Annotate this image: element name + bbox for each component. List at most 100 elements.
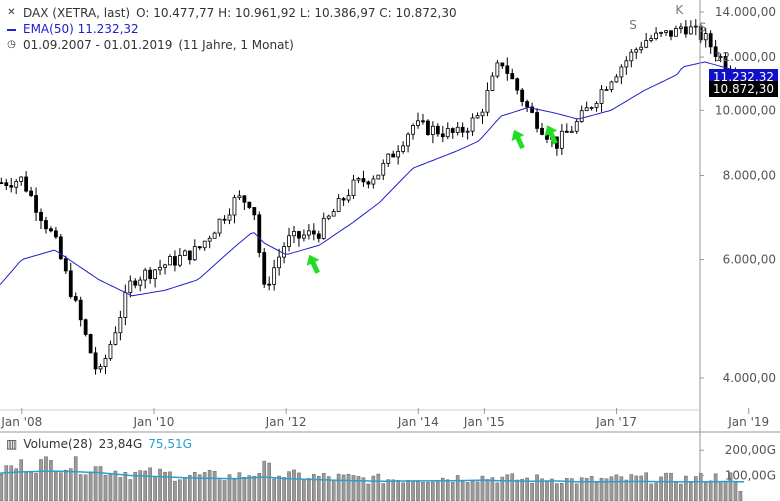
candle-body — [455, 126, 460, 133]
candle — [609, 80, 614, 93]
candle — [426, 119, 430, 136]
volume-bar — [93, 466, 98, 501]
candle — [272, 259, 277, 291]
candle — [197, 246, 202, 251]
volume-bar — [227, 474, 232, 501]
volume-bar — [163, 471, 167, 501]
candle — [500, 62, 505, 69]
candle-body — [460, 126, 465, 133]
candle-body — [495, 62, 500, 77]
candle — [520, 88, 525, 107]
candle — [227, 208, 232, 225]
volume-bar — [431, 481, 435, 501]
candle — [257, 211, 262, 258]
volume-bar — [738, 490, 743, 501]
bar-chart-icon: ▥ — [6, 437, 18, 451]
candle-body — [510, 73, 515, 80]
candle-body — [381, 162, 386, 176]
volume-bar — [188, 475, 192, 501]
candle — [168, 254, 172, 266]
candle-body — [669, 30, 673, 37]
candle-body — [212, 232, 217, 239]
candle — [584, 101, 589, 112]
candle-body — [311, 230, 316, 235]
candle-body — [480, 111, 485, 117]
volume-bar — [83, 474, 88, 501]
candle-body — [634, 49, 639, 53]
volume-bar — [445, 479, 450, 501]
volume-bar — [19, 459, 23, 501]
x-tick-label: Jan '08 — [0, 415, 42, 429]
candle-body — [644, 40, 649, 48]
volume-bar — [108, 473, 113, 501]
candle — [306, 224, 311, 240]
candle-body — [138, 279, 143, 286]
date-range: 01.09.2007 - 01.01.2019 — [23, 38, 173, 52]
candle-body — [148, 269, 153, 279]
volume-bar — [252, 475, 257, 501]
candle-body — [421, 120, 425, 123]
volume-bar — [703, 482, 708, 501]
candle — [614, 74, 619, 83]
candle-body — [9, 185, 14, 188]
candle-body — [430, 125, 435, 136]
candle-body — [361, 178, 366, 183]
candle-body — [411, 125, 415, 135]
candle — [39, 208, 43, 230]
candle — [177, 248, 182, 268]
candle — [158, 259, 162, 276]
candle-body — [708, 33, 713, 48]
candle-body — [237, 195, 242, 199]
volume-bar — [396, 480, 400, 501]
volume-tick-label: 100,00G — [725, 469, 776, 483]
volume-bar — [118, 477, 123, 501]
candle-body — [192, 246, 197, 261]
ema-swatch-icon — [6, 21, 17, 37]
volume-bar — [351, 475, 356, 501]
candle-body — [396, 151, 401, 158]
volume-bar — [212, 471, 217, 501]
volume-bar — [465, 482, 470, 501]
volume-bar — [292, 469, 296, 501]
candle-body — [128, 280, 133, 293]
candle-body — [49, 228, 53, 232]
candle-body — [440, 133, 445, 138]
volume-bar — [569, 478, 574, 501]
volume-bar — [664, 472, 668, 501]
candle-body — [153, 269, 157, 279]
green-arrow-1 — [306, 254, 320, 274]
candle — [292, 225, 296, 244]
volume-bar — [14, 468, 19, 501]
candle — [440, 125, 445, 143]
candle — [693, 19, 698, 36]
pattern-annotation: S — [699, 20, 707, 34]
volume-bar — [654, 482, 658, 501]
volume-bar — [639, 475, 644, 501]
volume-bar — [297, 472, 301, 501]
candle — [163, 263, 167, 275]
candle-body — [599, 89, 604, 104]
candle-body — [262, 252, 267, 285]
x-tick-label: Jan '17 — [595, 415, 637, 429]
volume-tick-label: 200,00G — [725, 443, 776, 457]
candle — [654, 27, 659, 41]
candle — [624, 56, 629, 75]
cross-icon[interactable]: ✕ — [7, 7, 16, 18]
candle-body — [168, 256, 172, 266]
candle-body — [34, 195, 38, 213]
legend-range-row: ◷ 01.09.2007 - 01.01.2019 (11 Jahre, 1 M… — [6, 37, 457, 53]
candle-body — [53, 230, 58, 238]
candle-body — [654, 32, 659, 39]
green-arrow-shape — [306, 254, 320, 274]
volume-bar — [594, 481, 599, 501]
candle-body — [683, 26, 688, 35]
volume-bar — [247, 475, 252, 501]
volume-bar — [411, 481, 415, 501]
candle-body — [520, 89, 525, 102]
candle — [515, 77, 520, 95]
candle — [450, 127, 455, 139]
volume-bar — [693, 476, 698, 501]
